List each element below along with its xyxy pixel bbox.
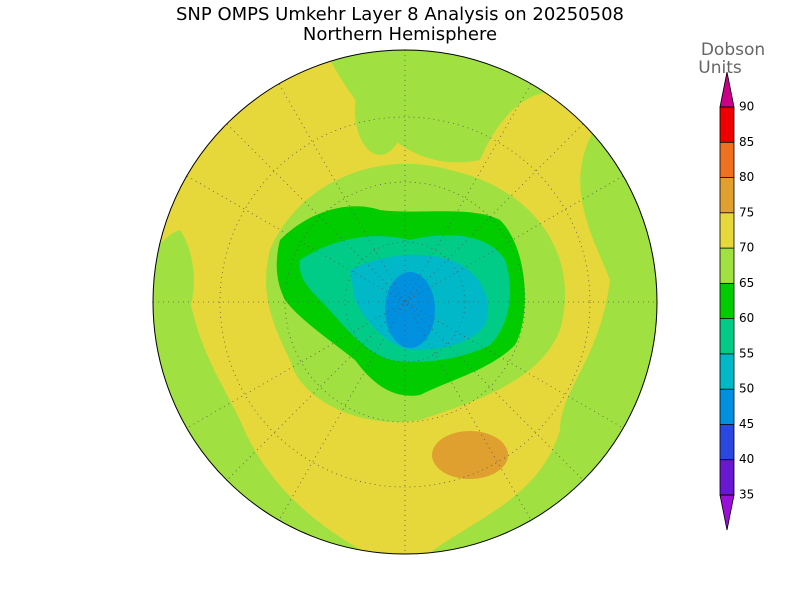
subtitle: Northern Hemisphere — [303, 24, 497, 45]
color-band — [720, 283, 734, 319]
tick-label: 40 — [739, 452, 754, 466]
color-band — [720, 318, 734, 354]
tick-label: 55 — [739, 346, 754, 360]
tick-label: 65 — [739, 276, 754, 290]
color-band — [720, 459, 734, 495]
unit-label: Units — [698, 58, 742, 78]
color-band — [720, 248, 734, 284]
tick-label: 50 — [739, 382, 754, 396]
color-band — [720, 424, 734, 460]
map-border — [152, 49, 658, 555]
color-band — [720, 389, 734, 425]
tick-label: 75 — [739, 205, 754, 219]
color-band — [720, 142, 734, 178]
tick-label: 90 — [739, 100, 754, 114]
tick-label: 60 — [739, 311, 754, 325]
color-band — [720, 212, 734, 249]
tick-label: 70 — [739, 241, 754, 255]
title: SNP OMPS Umkehr Layer 8 Analysis on 2025… — [176, 4, 624, 25]
tick-label: 85 — [739, 135, 754, 149]
tick-label: 80 — [739, 170, 754, 184]
color-band — [720, 177, 734, 213]
color-band — [720, 107, 734, 143]
tick-label: 35 — [739, 488, 754, 502]
tick-label: 45 — [739, 417, 754, 431]
unit-label: Dobson — [701, 40, 765, 60]
ozone-map — [153, 50, 657, 554]
under-triangle — [719, 494, 735, 531]
color-band — [720, 353, 734, 390]
colorbar: 90 85 80 75 70 65 60 55 50 45 40 35 — [719, 71, 754, 531]
